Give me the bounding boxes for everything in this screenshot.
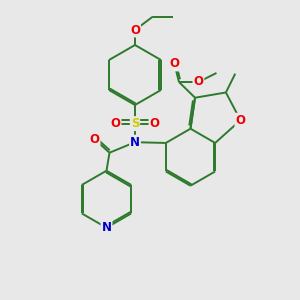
Text: O: O: [194, 76, 203, 88]
Text: N: N: [130, 136, 140, 149]
Text: N: N: [101, 221, 112, 234]
Text: O: O: [236, 114, 245, 127]
Text: S: S: [131, 117, 139, 130]
Text: O: O: [169, 58, 179, 70]
Text: O: O: [110, 117, 121, 130]
Text: O: O: [130, 23, 140, 37]
Text: O: O: [149, 117, 160, 130]
Text: O: O: [89, 133, 100, 146]
